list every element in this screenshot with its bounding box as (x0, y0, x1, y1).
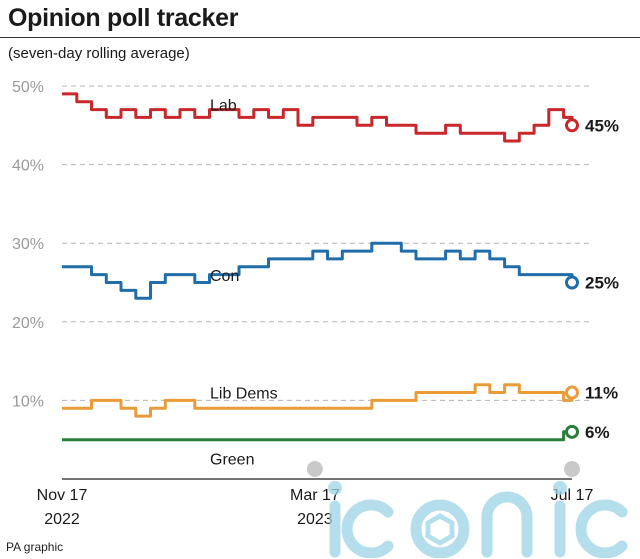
chart-subtitle: (seven-day rolling average) (8, 45, 190, 62)
series-label: Con (210, 268, 239, 285)
series-label: Green (210, 452, 254, 469)
series-label: Lab (210, 97, 237, 114)
x-axis-dot-marker (564, 461, 580, 477)
series-labels: Lab Con Lib Dems Green (210, 97, 278, 468)
series-line (62, 383, 574, 418)
series-label: Lib Dems (210, 385, 278, 402)
end-value-label: 11% (585, 384, 618, 403)
credit-text: PA graphic (6, 540, 64, 554)
x-tick-year-label: 2022 (44, 511, 80, 528)
end-value-label: 25% (585, 274, 619, 293)
end-point-marker (565, 118, 579, 133)
x-axis (62, 461, 580, 480)
y-tick-label: 10% (12, 393, 44, 410)
end-point-marker (565, 385, 579, 400)
gridlines (62, 85, 592, 401)
x-tick-label: Nov 17 (37, 487, 88, 504)
iconic-watermark-logo (328, 481, 628, 558)
series-line (62, 241, 574, 300)
y-tick-label: 40% (12, 158, 44, 175)
title-divider (0, 37, 640, 38)
series-line (62, 430, 572, 442)
y-axis-ticks: 10% 20% 30% 40% 50% (12, 79, 44, 410)
series-line (62, 92, 574, 143)
end-markers: 45% 25% 11% 6% (565, 116, 619, 442)
end-point-marker (565, 275, 579, 290)
line-chart: 10% 20% 30% 40% 50% Lab Con Lib Dems Green 45% 2… (12, 79, 619, 528)
y-tick-label: 50% (12, 79, 44, 96)
series-lines (62, 92, 574, 442)
end-point-marker (565, 424, 579, 439)
x-tick-year-label: 2023 (297, 511, 333, 528)
y-tick-label: 30% (12, 236, 44, 253)
end-value-label: 6% (585, 423, 610, 442)
y-tick-label: 20% (12, 315, 44, 332)
x-axis-dot-marker (306, 461, 323, 477)
end-value-label: 45% (585, 116, 619, 135)
chart-title: Opinion poll tracker (8, 4, 239, 32)
x-tick-label: Mar 17 (290, 487, 340, 504)
